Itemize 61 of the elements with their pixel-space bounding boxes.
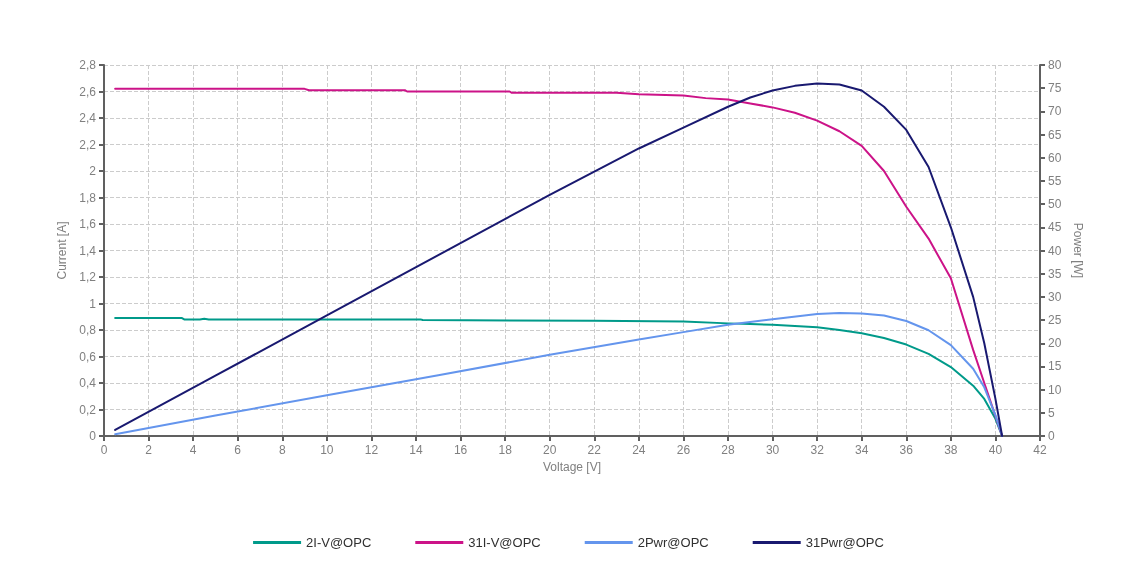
y-tick-label: 2,8 bbox=[79, 58, 97, 72]
x-tick-label: 12 bbox=[364, 443, 379, 457]
y2-tick-label: 30 bbox=[1048, 289, 1062, 304]
x-tick-label: 16 bbox=[453, 443, 468, 457]
x-tick-label: 40 bbox=[988, 443, 1003, 457]
x-tick-label: 18 bbox=[498, 443, 513, 457]
y2-tick-label: 10 bbox=[1048, 382, 1062, 397]
x-tick-label: 36 bbox=[899, 443, 914, 457]
y-tick-label: 1 bbox=[89, 296, 97, 311]
y2-tick-label: 70 bbox=[1048, 104, 1062, 119]
x-tick-label: 22 bbox=[587, 443, 602, 457]
y-tick-label: 0,2 bbox=[79, 402, 97, 417]
y2-tick-label: 20 bbox=[1048, 336, 1062, 351]
legend-label: 2Pwr@OPC bbox=[637, 535, 709, 550]
x-tick-label: 42 bbox=[1033, 443, 1047, 457]
y2-tick-label: 60 bbox=[1048, 150, 1062, 165]
legend-label: 31Pwr@OPC bbox=[805, 535, 884, 550]
x-tick-label: 30 bbox=[765, 443, 780, 457]
y2-tick-label: 5 bbox=[1048, 405, 1055, 420]
x-tick-label: 20 bbox=[543, 443, 557, 457]
x-tick-label: 14 bbox=[409, 443, 423, 457]
x-axis-title: Voltage [V] bbox=[542, 459, 602, 474]
x-tick-label: 28 bbox=[721, 443, 735, 457]
y-tick-label: 2 bbox=[89, 164, 97, 178]
x-tick-label: 38 bbox=[944, 443, 958, 457]
x-tick-label: 24 bbox=[632, 443, 646, 457]
y2-tick-label: 55 bbox=[1048, 173, 1062, 188]
x-tick-label: 34 bbox=[855, 443, 869, 457]
x-tick-label: 10 bbox=[320, 443, 334, 457]
y-tick-label: 0,8 bbox=[79, 323, 97, 337]
y-axis-title: Current [A] bbox=[55, 221, 69, 280]
x-tick-label: 8 bbox=[278, 443, 286, 457]
y2-tick-label: 80 bbox=[1048, 58, 1062, 72]
y2-tick-label: 50 bbox=[1048, 197, 1062, 212]
y2-tick-label: 15 bbox=[1048, 359, 1062, 374]
y-tick-label: 0,4 bbox=[79, 376, 97, 390]
y-tick-label: 2,4 bbox=[79, 111, 97, 125]
x-tick-label: 2 bbox=[145, 443, 153, 457]
y-tick-label: 2,2 bbox=[79, 137, 97, 152]
y-tick-label: 0 bbox=[89, 429, 97, 443]
y2-tick-label: 45 bbox=[1048, 220, 1062, 235]
y2-tick-label: 40 bbox=[1048, 243, 1062, 258]
y2-tick-label: 25 bbox=[1048, 313, 1062, 328]
y2-tick-label: 65 bbox=[1048, 127, 1062, 142]
y-tick-label: 1,8 bbox=[79, 190, 97, 205]
x-tick-label: 4 bbox=[189, 443, 197, 457]
y2-tick-label: 75 bbox=[1048, 81, 1062, 96]
y2-tick-label: 35 bbox=[1048, 266, 1062, 281]
y2-axis-title: Power [W] bbox=[1071, 222, 1086, 279]
x-tick-label: 26 bbox=[676, 443, 691, 457]
y-tick-label: 1,4 bbox=[79, 243, 97, 258]
x-tick-label: 0 bbox=[100, 443, 108, 457]
y2-tick-label: 0 bbox=[1048, 429, 1055, 443]
y-tick-label: 2,6 bbox=[79, 84, 97, 99]
x-tick-label: 32 bbox=[810, 443, 825, 457]
y-tick-label: 1,6 bbox=[79, 217, 97, 231]
legend-label: 31I-V@OPC bbox=[468, 535, 541, 550]
y-tick-label: 0,6 bbox=[79, 349, 97, 364]
x-tick-label: 6 bbox=[234, 443, 242, 457]
legend-label: 2I-V@OPC bbox=[306, 535, 372, 550]
y-tick-label: 1,2 bbox=[79, 270, 97, 284]
